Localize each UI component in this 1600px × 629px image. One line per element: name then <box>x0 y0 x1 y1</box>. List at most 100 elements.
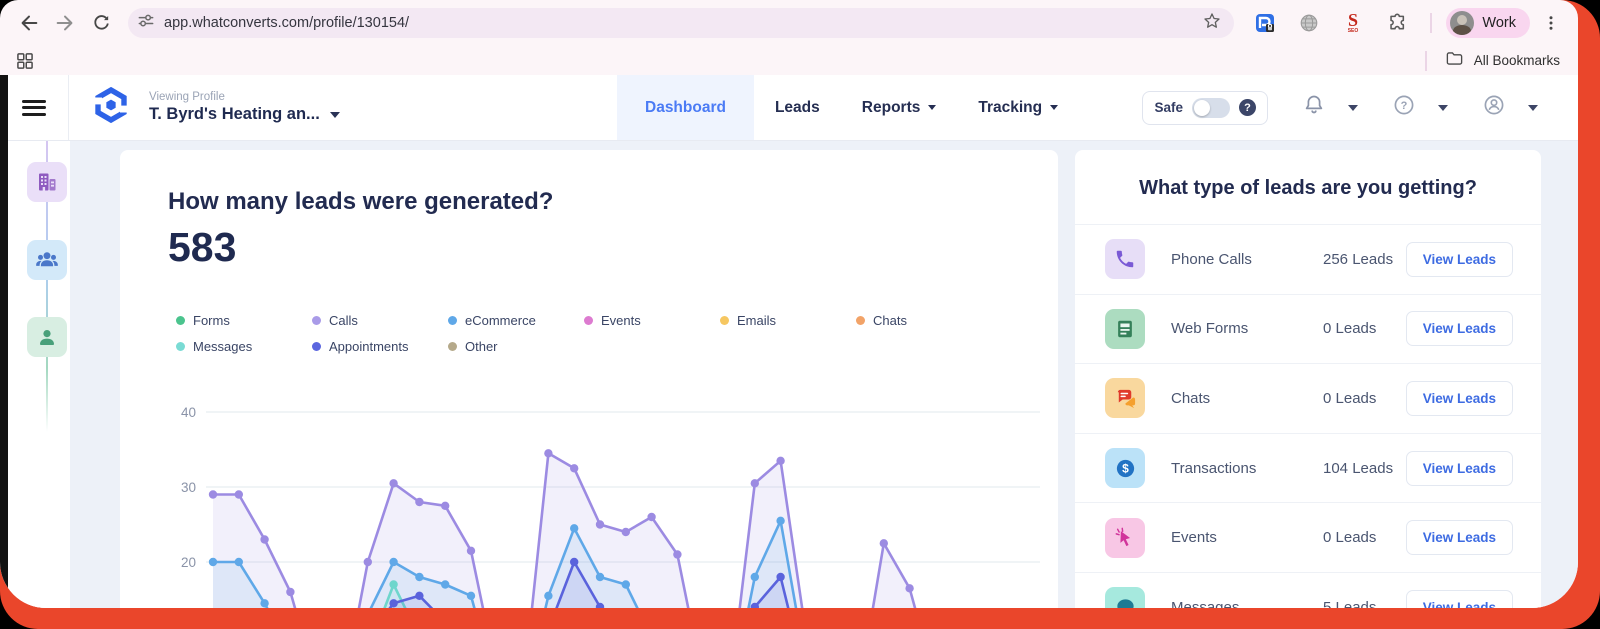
svg-text:S: S <box>1348 11 1358 30</box>
legend-label: Other <box>465 339 498 354</box>
legend-label: Messages <box>193 339 253 354</box>
url-bar[interactable]: app.whatconverts.com/profile/130154/ <box>128 8 1235 38</box>
total-leads-value: 583 <box>168 224 237 270</box>
refresh-icon[interactable] <box>86 8 116 38</box>
profile-name: T. Byrd's Heating an... <box>149 105 320 123</box>
sidebar-item-company[interactable] <box>27 162 67 202</box>
svg-text:?: ? <box>1401 100 1408 112</box>
extensions-puzzle-icon[interactable] <box>1381 8 1413 38</box>
chat-icon <box>1105 378 1145 419</box>
all-bookmarks-label: All Bookmarks <box>1473 53 1560 68</box>
more-menu-icon[interactable] <box>1536 8 1566 38</box>
leads-card-title: How many leads were generated? <box>168 188 554 215</box>
phone-icon <box>1105 239 1145 280</box>
legend-label: Forms <box>193 313 230 328</box>
whatconverts-logo[interactable] <box>93 86 129 128</box>
legend-label: Appointments <box>329 339 409 354</box>
view-leads-button[interactable]: View Leads <box>1405 241 1513 277</box>
view-leads-button[interactable]: View Leads <box>1405 380 1513 416</box>
left-sidebar <box>8 140 70 608</box>
lead-type-row: $ Transactions 104 Leads View Leads <box>1075 432 1541 503</box>
legend-label: Events <box>601 313 641 328</box>
svg-text:20: 20 <box>181 555 196 570</box>
legend-dot <box>584 316 593 325</box>
legend-label: Calls <box>329 313 358 328</box>
svg-text:40: 40 <box>181 405 196 420</box>
legend-item[interactable]: Chats <box>856 313 992 328</box>
lead-type-rows: Phone Calls 256 Leads View Leads Web For… <box>1075 224 1541 608</box>
svg-text:SEO: SEO <box>1348 28 1359 34</box>
main-nav: Dashboard Leads Reports Tracking <box>617 75 1079 140</box>
safe-help-icon[interactable]: ? <box>1239 99 1256 116</box>
bookmarks-separator <box>1424 50 1427 71</box>
event-icon <box>1105 517 1145 558</box>
extension-blue-icon[interactable] <box>1249 8 1281 38</box>
chevron-down-icon <box>1528 104 1538 111</box>
safe-toggle-label: Safe <box>1154 100 1183 115</box>
help-icon[interactable]: ? <box>1392 93 1416 122</box>
account-control[interactable] <box>1482 93 1538 122</box>
forward-icon[interactable] <box>50 8 80 38</box>
legend-item[interactable]: Messages <box>176 339 312 354</box>
legend-item[interactable]: eCommerce <box>448 313 584 328</box>
site-settings-icon[interactable] <box>136 11 156 36</box>
globe-extension-icon[interactable] <box>1293 8 1325 38</box>
tab-dashboard[interactable]: Dashboard <box>617 75 754 140</box>
toggle-switch[interactable] <box>1192 97 1230 118</box>
account-icon[interactable] <box>1482 93 1506 122</box>
profile-chip-label: Work <box>1482 15 1516 31</box>
view-leads-button[interactable]: View Leads <box>1405 311 1513 347</box>
back-icon[interactable] <box>14 8 44 38</box>
seo-extension-icon[interactable]: S SEO <box>1337 8 1369 38</box>
avatar <box>1450 11 1475 35</box>
legend-item[interactable]: Calls <box>312 313 448 328</box>
chevron-down-icon <box>928 105 937 110</box>
lead-type-label: Events <box>1171 529 1217 547</box>
header-right-controls: Safe ? ? <box>1142 75 1538 140</box>
grid-icon[interactable] <box>10 46 40 76</box>
view-leads-button[interactable]: View Leads <box>1405 450 1513 486</box>
lead-type-label: Messages <box>1171 598 1240 608</box>
legend-item[interactable]: Forms <box>176 313 312 328</box>
lead-type-row: Chats 0 Leads View Leads <box>1075 363 1541 433</box>
url-text[interactable]: app.whatconverts.com/profile/130154/ <box>164 15 410 31</box>
svg-text:30: 30 <box>181 480 196 495</box>
chevron-down-icon <box>1438 104 1448 111</box>
lead-type-label: Phone Calls <box>1171 250 1252 268</box>
lead-types-title: What type of leads are you getting? <box>1139 177 1477 199</box>
help-control[interactable]: ? <box>1392 93 1448 122</box>
chevron-down-icon <box>329 111 340 118</box>
browser-profile-chip[interactable]: Work <box>1446 8 1530 38</box>
lead-count: 104 Leads <box>1323 459 1394 477</box>
legend-item[interactable]: Appointments <box>312 339 448 354</box>
tab-leads[interactable]: Leads <box>774 98 820 116</box>
user-icon <box>40 330 54 345</box>
legend-item[interactable]: Emails <box>720 313 856 328</box>
all-bookmarks[interactable]: All Bookmarks <box>1417 49 1560 73</box>
legend-item[interactable]: Events <box>584 313 720 328</box>
view-leads-button[interactable]: View Leads <box>1405 589 1513 608</box>
legend-dot <box>312 342 321 351</box>
lead-count: 256 Leads <box>1323 250 1394 268</box>
svg-text:$: $ <box>1122 461 1129 475</box>
profile-switcher[interactable]: Viewing Profile T. Byrd's Heating an... <box>149 91 340 124</box>
company-icon <box>39 173 56 191</box>
chart-legend: Forms Calls eCommerce Events Emails Chat… <box>176 313 1058 354</box>
notifications-control[interactable] <box>1302 93 1358 122</box>
legend-dot <box>176 342 185 351</box>
team-icon <box>36 252 58 267</box>
tab-reports[interactable]: Reports <box>841 75 958 140</box>
sidebar-item-team[interactable] <box>27 240 67 280</box>
star-icon[interactable] <box>1202 11 1222 36</box>
view-leads-button[interactable]: View Leads <box>1405 520 1513 556</box>
browser-window: app.whatconverts.com/profile/130154/ S SE… <box>0 0 1578 608</box>
legend-label: Chats <box>873 313 907 328</box>
bell-icon[interactable] <box>1302 93 1326 122</box>
toolbar-separator <box>1430 13 1433 33</box>
safe-mode-toggle[interactable]: Safe ? <box>1142 90 1268 125</box>
sidebar-item-user[interactable] <box>27 317 67 357</box>
app-header: Viewing Profile T. Byrd's Heating an... … <box>0 75 1578 141</box>
hamburger-menu-icon[interactable] <box>22 99 46 116</box>
legend-item[interactable]: Other <box>448 339 584 354</box>
tab-tracking[interactable]: Tracking <box>957 75 1079 140</box>
